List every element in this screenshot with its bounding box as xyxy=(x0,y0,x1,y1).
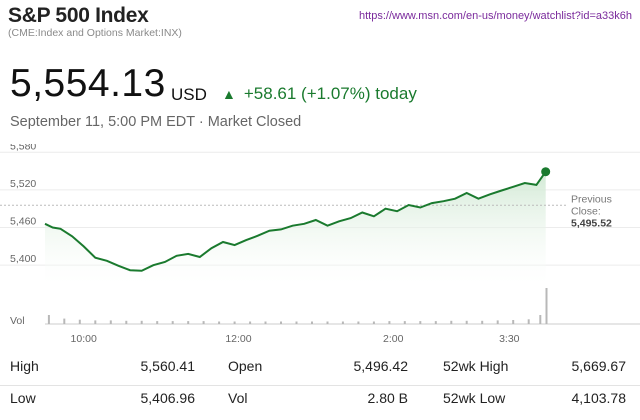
previous-close-label-2: Close: xyxy=(571,205,601,217)
volume-bar xyxy=(341,321,344,324)
volume-bar xyxy=(171,321,174,324)
exchange-subtitle: (CME:Index and Options Market:INX) xyxy=(8,27,182,39)
volume-bar xyxy=(78,319,81,324)
volume-bar xyxy=(249,321,252,324)
stat-value-52wk-low: 4,103.78 xyxy=(571,390,627,406)
stat-label-52wk-high: 52wk High xyxy=(443,358,509,374)
x-tick-label: 2:00 xyxy=(383,333,404,345)
volume-bar xyxy=(357,321,360,324)
volume-bar xyxy=(372,321,375,324)
volume-label: Vol xyxy=(10,315,25,327)
volume-bar xyxy=(47,315,50,324)
page-title: S&P 500 Index xyxy=(8,4,149,27)
volume-bar xyxy=(481,320,484,324)
stat-value-open: 5,496.42 xyxy=(353,358,409,374)
stats-divider xyxy=(0,385,640,386)
volume-bar xyxy=(419,321,422,324)
x-tick-label: 12:00 xyxy=(225,333,251,345)
x-tick-label: 3:30 xyxy=(499,333,520,345)
volume-bar xyxy=(434,321,437,324)
price-change: ▲ +58.61 (+1.07%) today xyxy=(222,84,417,104)
source-url-link[interactable]: https://www.msn.com/en-us/money/watchlis… xyxy=(359,10,632,22)
volume-bar xyxy=(450,320,453,324)
stat-value-52wk-high: 5,669.67 xyxy=(571,358,627,374)
stat-value-high: 5,560.41 xyxy=(140,358,196,374)
volume-bar xyxy=(527,319,530,324)
stat-value-vol: 2.80 B xyxy=(367,390,408,406)
volume-bar xyxy=(264,321,267,324)
last-price-marker[interactable] xyxy=(541,167,551,177)
previous-close-label: Previous xyxy=(571,193,612,205)
price-change-text: +58.61 (+1.07%) today xyxy=(243,84,417,103)
volume-bar xyxy=(295,321,298,324)
volume-bar xyxy=(202,321,205,324)
stat-value-low: 5,406.96 xyxy=(140,390,196,406)
volume-bar xyxy=(233,321,236,324)
price-line xyxy=(44,171,547,272)
volume-bar xyxy=(63,318,66,324)
intraday-chart[interactable]: 5,580 5,520 5,460 5,400 Previous Close: 5,4… xyxy=(0,144,640,349)
volume-bar xyxy=(94,320,97,324)
volume-bar xyxy=(156,321,159,324)
volume-bar xyxy=(187,321,190,324)
volume-bars xyxy=(47,288,548,324)
stat-label-high: High xyxy=(10,358,39,374)
y-tick-label: 5,580 xyxy=(10,144,36,152)
volume-bar xyxy=(125,320,128,324)
volume-bar xyxy=(403,321,406,324)
stats-row: High 5,560.41 Open 5,496.42 52wk High 5,… xyxy=(0,358,640,388)
stat-label-52wk-low: 52wk Low xyxy=(443,390,506,406)
volume-bar xyxy=(109,320,112,324)
up-arrow-icon: ▲ xyxy=(222,86,236,102)
stats-row: Low 5,406.96 Vol 2.80 B 52wk Low 4,103.7… xyxy=(0,390,640,420)
volume-bar xyxy=(326,321,329,324)
y-tick-label: 5,400 xyxy=(10,253,36,265)
volume-bar xyxy=(388,321,391,324)
stats-table: High 5,560.41 Open 5,496.42 52wk High 5,… xyxy=(0,352,640,420)
x-axis-labels: 10:00 12:00 2:00 3:30 xyxy=(71,333,520,345)
quote-timestamp: September 11, 5:00 PM EDT · Market Close… xyxy=(10,114,302,130)
volume-bar xyxy=(140,320,143,324)
volume-bar xyxy=(539,315,542,324)
current-price: 5,554.13 xyxy=(10,62,166,105)
y-tick-label: 5,520 xyxy=(10,178,36,190)
x-tick-label: 10:00 xyxy=(71,333,97,345)
volume-bar xyxy=(496,320,499,324)
y-tick-label: 5,460 xyxy=(10,216,36,228)
y-axis-labels: 5,580 5,520 5,460 5,400 xyxy=(10,144,36,265)
stat-label-vol: Vol xyxy=(228,390,248,406)
volume-bar xyxy=(218,321,221,324)
volume-bar xyxy=(545,288,548,324)
previous-close-value: 5,495.52 xyxy=(571,217,612,229)
volume-bar xyxy=(311,321,313,324)
stat-label-open: Open xyxy=(228,358,263,374)
price-area xyxy=(45,171,546,284)
currency-label: USD xyxy=(171,85,207,104)
volume-bar xyxy=(465,320,468,324)
volume-bar xyxy=(512,320,515,324)
stat-label-low: Low xyxy=(10,390,36,406)
volume-bar xyxy=(280,321,282,324)
